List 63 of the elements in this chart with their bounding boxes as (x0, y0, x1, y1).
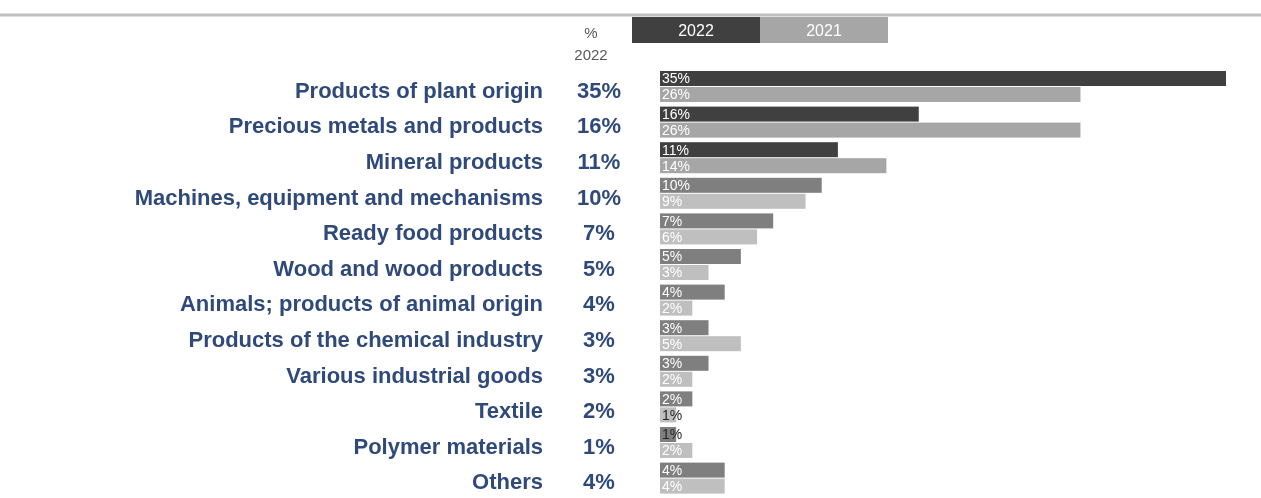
text: 2021 (806, 21, 842, 39)
bar (660, 177, 822, 193)
data-label: 14% (662, 157, 691, 174)
y-tick-label: Mineral products (365, 148, 543, 174)
bar (660, 106, 919, 122)
text: 3% (662, 355, 683, 372)
bar (660, 249, 741, 264)
text: 2022 (574, 46, 608, 64)
text: 10% (662, 177, 691, 194)
data-label: 3% (662, 264, 683, 281)
text: 11% (662, 141, 689, 158)
bar (660, 122, 1081, 138)
data-label: 16% (576, 113, 622, 139)
data-label: 11% (577, 148, 621, 174)
text: 3% (662, 319, 683, 336)
data-label: 4% (662, 478, 683, 494)
data-label: 35% (576, 77, 622, 103)
bar (660, 193, 806, 209)
text: 7% (662, 212, 683, 229)
data-label: 5% (662, 335, 683, 352)
bar (660, 336, 741, 352)
bar (660, 71, 1226, 86)
y-tick-label: Ready food products (322, 220, 543, 246)
bar (660, 158, 887, 174)
data-label: 3% (583, 326, 615, 352)
data-label: 2% (662, 300, 683, 316)
data-label: 26% (662, 86, 691, 103)
y-tick-label: Others (472, 469, 543, 495)
y-tick-label: Precious metals and products (228, 113, 543, 139)
y-tick-label: Polymer materials (353, 433, 543, 459)
data-label: 7% (583, 220, 615, 246)
data-label: 2% (583, 398, 615, 424)
data-label: 6% (662, 228, 683, 245)
y-tick-label: Products of the chemical industry (188, 326, 544, 352)
data-label: 26% (662, 122, 691, 138)
y-tick-label: Textile (474, 398, 543, 424)
text: 2022 (678, 21, 714, 39)
text: 5% (662, 248, 683, 265)
data-label: 1% (583, 433, 615, 459)
bar (660, 87, 1081, 102)
data-label: 10% (576, 184, 622, 210)
y-tick-label: Wood and wood products (273, 255, 543, 281)
text: 16% (662, 106, 691, 122)
bar (660, 213, 774, 229)
data-label: 4% (583, 291, 615, 317)
data-label: 4% (583, 469, 615, 495)
data-label: 1% (662, 406, 683, 423)
y-tick-label: Machines, equipment and mechanisms (134, 184, 543, 210)
y-tick-label: Various industrial goods (286, 362, 543, 388)
bar (660, 142, 838, 158)
text: % (584, 24, 598, 42)
text: 2% (662, 390, 683, 407)
data-label: 9% (662, 193, 683, 210)
text: 35% (662, 70, 691, 87)
text: 4% (662, 462, 683, 478)
data-label: 2% (662, 371, 683, 388)
y-tick-label: Products of plant origin (294, 77, 543, 103)
bar (660, 229, 758, 245)
data-label: 2% (662, 442, 683, 459)
data-label: 3% (583, 362, 615, 388)
text: 4% (662, 284, 683, 300)
y-tick-label: Animals; products of animal origin (179, 291, 543, 317)
data-label: 5% (583, 255, 615, 281)
